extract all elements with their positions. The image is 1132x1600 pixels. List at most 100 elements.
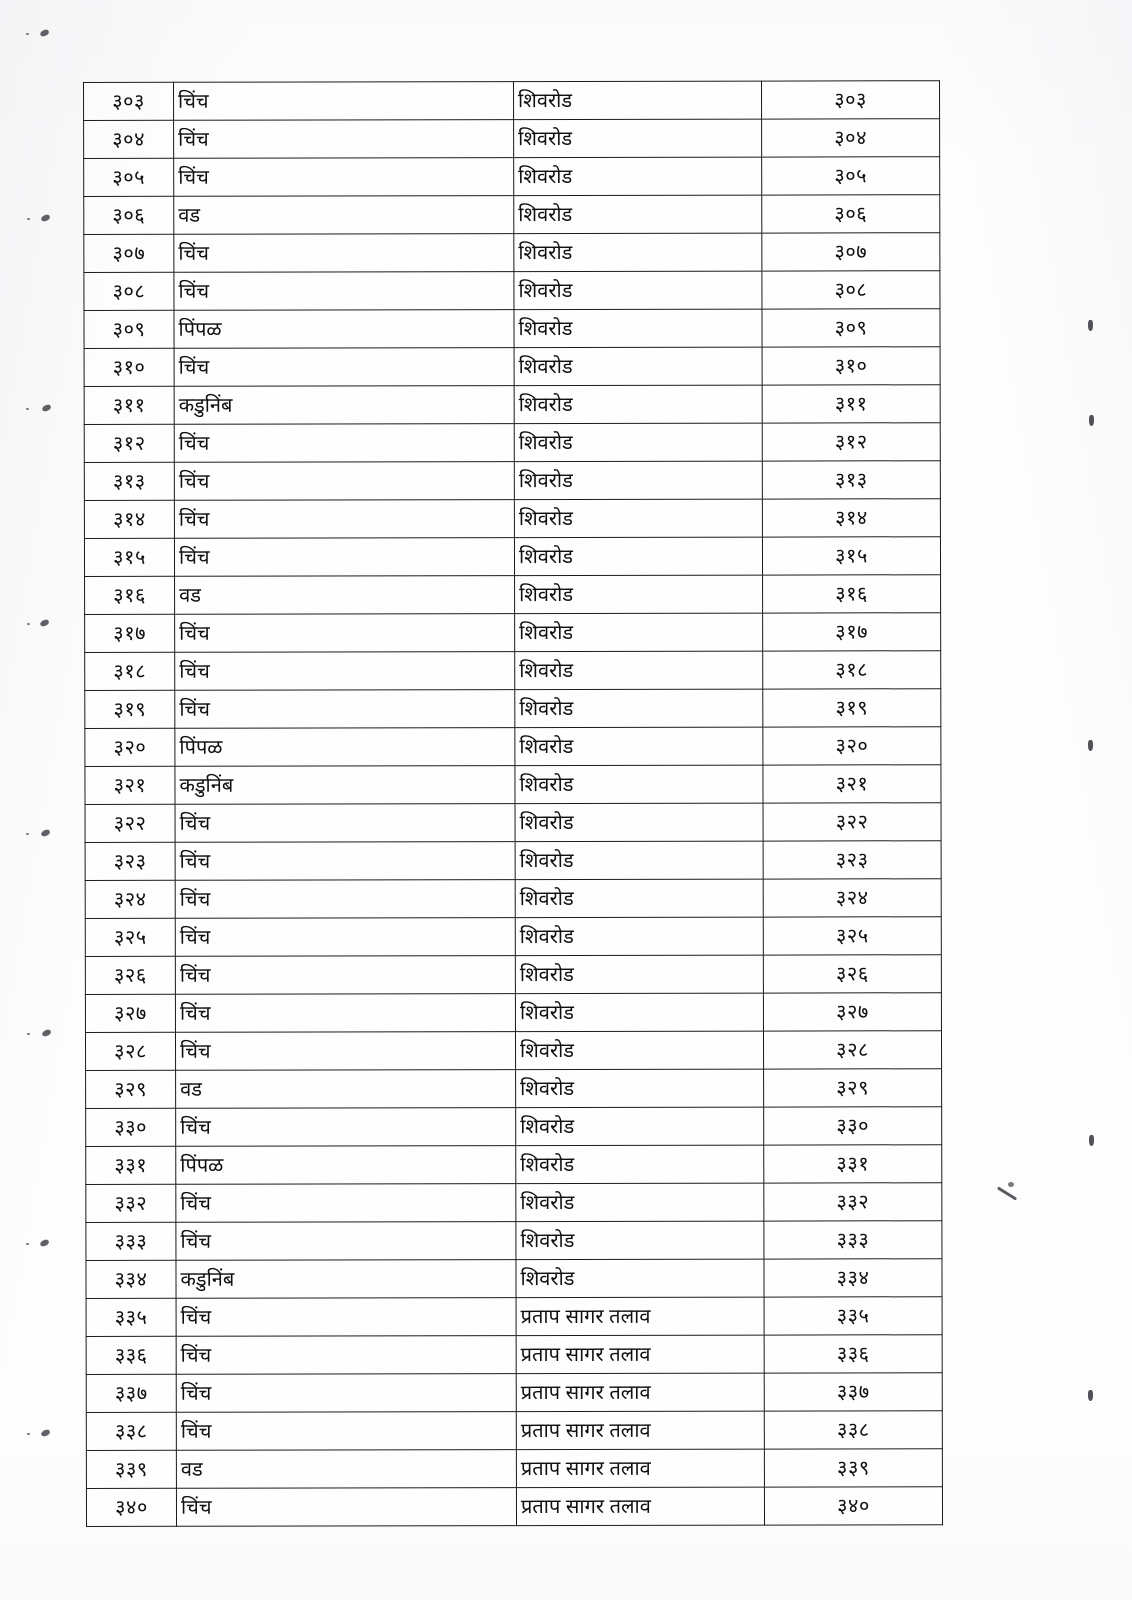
scan-speck [1088, 1390, 1093, 1401]
table-row: ३२३ चिंच शिवरोड ३२३ [85, 840, 942, 881]
cell-reference-number: ३२१ [762, 764, 942, 804]
cell-tree-name: चिंच [173, 81, 514, 121]
scan-speck [41, 403, 52, 413]
scan-speck [26, 1243, 29, 1245]
cell-tree-name: चिंच [176, 1487, 517, 1527]
cell-reference-number: ३२९ [763, 1068, 942, 1108]
table-row: ३१४ चिंच शिवरोड ३१४ [84, 498, 941, 539]
cell-reference-number: ३१० [762, 346, 941, 386]
cell-reference-number: ३३४ [763, 1258, 943, 1298]
cell-reference-number: ३०४ [761, 118, 940, 158]
table-row: ३१८ चिंच शिवरोड ३१८ [84, 650, 941, 691]
cell-location-name: शिवरोड [515, 841, 764, 880]
cell-serial-number: ३१० [84, 348, 175, 387]
cell-tree-name: चिंच [173, 157, 514, 197]
cell-tree-name: वड [173, 195, 514, 235]
cell-serial-number: ३०९ [83, 310, 175, 349]
cell-reference-number: ३२८ [763, 1030, 942, 1070]
cell-reference-number: ३१६ [762, 574, 941, 614]
table-row: ३१९ चिंच शिवरोड ३१९ [84, 688, 941, 729]
stray-ink-dot [1008, 1182, 1014, 1187]
cell-location-name: शिवरोड [515, 803, 764, 842]
cell-tree-name: पिंपळ [173, 309, 515, 349]
scan-speck [27, 218, 30, 220]
cell-reference-number: ३२२ [763, 802, 942, 842]
cell-location-name: शिवरोड [513, 81, 762, 120]
cell-serial-number: ३२९ [85, 1070, 176, 1109]
cell-reference-number: ३३५ [764, 1296, 943, 1336]
cell-tree-name: चिंच [173, 119, 514, 159]
cell-location-name: शिवरोड [514, 765, 764, 804]
cell-location-name: शिवरोड [515, 955, 764, 994]
cell-serial-number: ३१५ [84, 538, 175, 577]
cell-tree-name: चिंच [175, 917, 516, 957]
cell-tree-name: चिंच [174, 537, 515, 577]
cell-tree-name: वड [176, 1449, 517, 1489]
scan-speck [1088, 740, 1093, 751]
cell-tree-name: चिंच [173, 233, 514, 273]
cell-serial-number: ३३९ [86, 1450, 177, 1489]
cell-tree-name: चिंच [175, 1221, 516, 1261]
cell-serial-number: ३११ [84, 386, 175, 425]
scan-speck [41, 1028, 52, 1038]
table-row: ३३१ पिंपळ शिवरोड ३३१ [85, 1144, 942, 1185]
cell-reference-number: ३१७ [762, 612, 941, 652]
table-row: ३०७ चिंच शिवरोड ३०७ [83, 232, 940, 273]
cell-serial-number: ३३३ [85, 1222, 176, 1261]
cell-location-name: शिवरोड [513, 157, 762, 196]
scan-speck [40, 213, 51, 223]
cell-serial-number: ३२५ [85, 918, 176, 957]
cell-tree-name: पिंपळ [174, 727, 515, 767]
cell-tree-name: कडुनिंब [175, 1259, 517, 1299]
table-row: ३२१ कडुनिंब शिवरोड ३२१ [84, 764, 942, 805]
data-table: ३०३ चिंच शिवरोड ३०३ ३०४ चिंच शिवरोड ३०४ ३०५ चिंच श… [83, 80, 944, 1527]
cell-serial-number: ३२२ [85, 804, 176, 843]
cell-serial-number: ३३१ [85, 1146, 176, 1185]
cell-location-name: शिवरोड [514, 423, 763, 462]
cell-reference-number: ३३७ [764, 1372, 943, 1412]
cell-location-name: शिवरोड [514, 727, 763, 766]
table-row: ३२५ चिंच शिवरोड ३२५ [85, 916, 942, 957]
scan-speck [26, 833, 29, 835]
cell-location-name: शिवरोड [515, 1107, 764, 1146]
cell-reference-number: ३०६ [761, 194, 940, 234]
tree-census-table: ३०३ चिंच शिवरोड ३०३ ३०४ चिंच शिवरोड ३०४ ३०५ चिंच श… [83, 80, 944, 1527]
cell-tree-name: चिंच [175, 993, 516, 1033]
cell-location-name: शिवरोड [515, 993, 764, 1032]
table-row: ३२८ चिंच शिवरोड ३२८ [85, 1030, 942, 1071]
cell-location-name: शिवरोड [515, 1221, 764, 1260]
cell-serial-number: ३४० [86, 1488, 177, 1527]
table-row: ३०८ चिंच शिवरोड ३०८ [83, 270, 940, 311]
cell-tree-name: चिंच [174, 651, 515, 691]
scan-speck [39, 28, 50, 38]
cell-serial-number: ३०६ [83, 196, 174, 235]
cell-location-name: प्रताप सागर तलाव [516, 1373, 765, 1412]
table-row: ३३३ चिंच शिवरोड ३३३ [85, 1220, 942, 1261]
table-row: ३२२ चिंच शिवरोड ३२२ [85, 802, 942, 843]
scan-speck [1089, 415, 1094, 426]
cell-reference-number: ३३३ [763, 1220, 942, 1260]
cell-tree-name: चिंच [175, 1107, 516, 1147]
cell-reference-number: ३०८ [761, 270, 940, 310]
table-row: ३२० पिंपळ शिवरोड ३२० [84, 726, 941, 767]
table-row: ३०९ पिंपळ शिवरोड ३०९ [83, 308, 941, 349]
table-row: ३०६ वड शिवरोड ३०६ [83, 194, 940, 235]
table-row: ३१० चिंच शिवरोड ३१० [84, 346, 941, 387]
cell-serial-number: ३१९ [84, 690, 175, 729]
table-row: ३३६ चिंच प्रताप सागर तलाव ३३६ [86, 1334, 943, 1375]
cell-serial-number: ३१७ [84, 614, 175, 653]
cell-reference-number: ३२० [762, 726, 941, 766]
cell-tree-name: चिंच [174, 423, 515, 463]
cell-location-name: शिवरोड [515, 1031, 764, 1070]
cell-location-name: प्रताप सागर तलाव [516, 1297, 765, 1336]
cell-reference-number: ३११ [762, 384, 941, 424]
cell-tree-name: चिंच [173, 271, 514, 311]
cell-location-name: शिवरोड [513, 233, 762, 272]
cell-reference-number: ३३६ [764, 1334, 943, 1374]
cell-reference-number: ३१९ [762, 688, 941, 728]
cell-serial-number: ३०३ [83, 82, 174, 121]
cell-location-name: शिवरोड [515, 1069, 764, 1108]
cell-location-name: शिवरोड [514, 461, 763, 500]
cell-reference-number: ३२५ [763, 916, 942, 956]
cell-serial-number: ३२१ [84, 766, 176, 805]
